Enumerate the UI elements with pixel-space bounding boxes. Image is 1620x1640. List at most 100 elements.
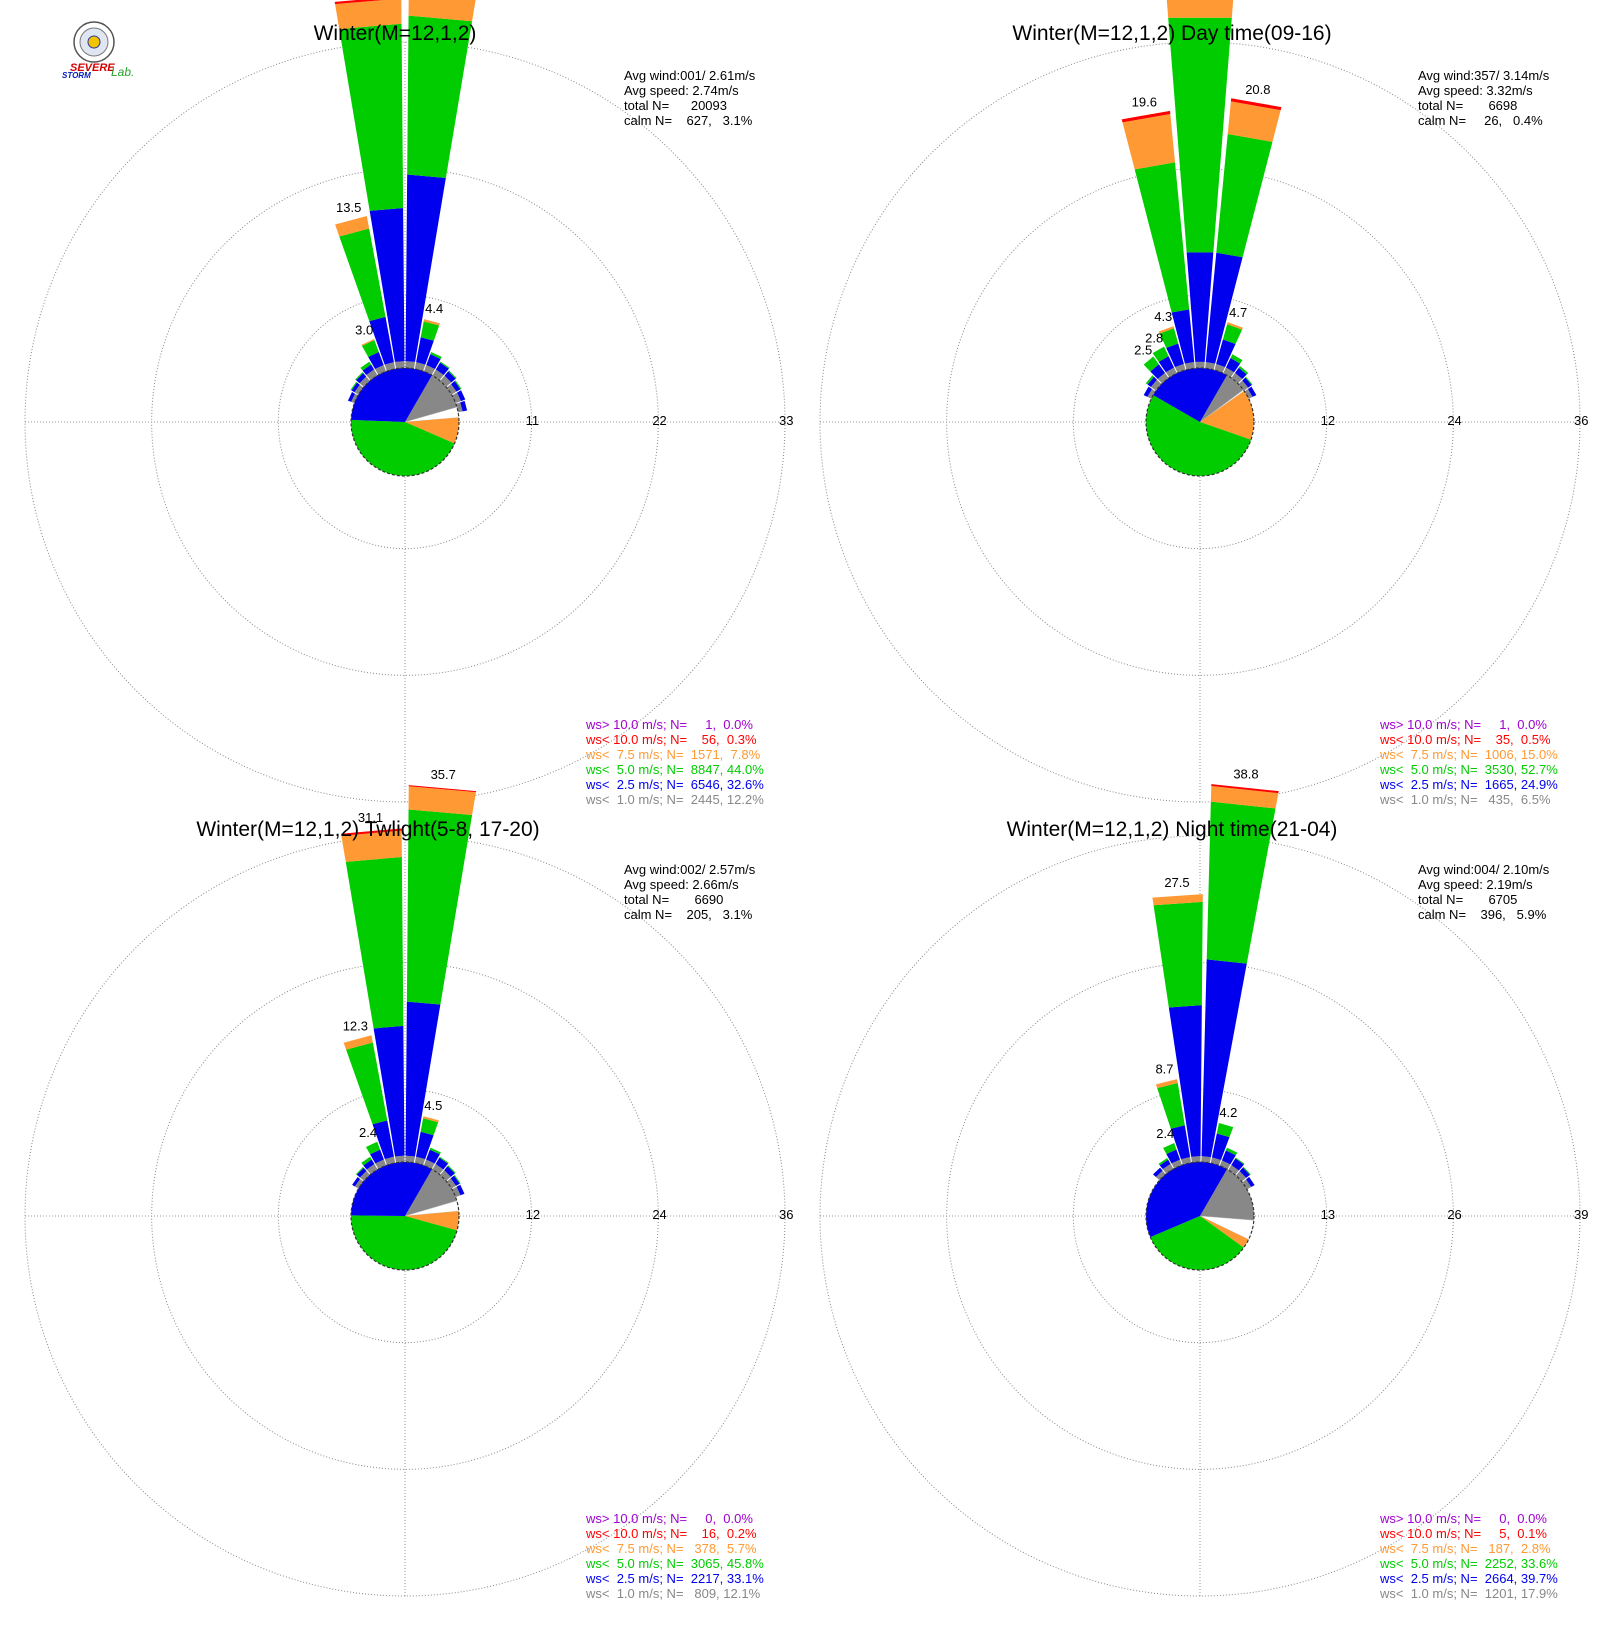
- petal-value-label: 4.3: [1154, 309, 1172, 324]
- petal: 38.8: [1201, 766, 1279, 1163]
- petal-segment-lt50: [345, 856, 404, 1029]
- pie-outline: [350, 367, 460, 477]
- legend-entry-lt10: ws< 10.0 m/s; N= 5, 0.1%: [1379, 1526, 1547, 1541]
- petal-segment-lt25: [426, 354, 441, 369]
- petal-segment-lt50: [1159, 328, 1179, 348]
- petal-segment-lt75: [423, 1116, 439, 1123]
- petal: [440, 370, 457, 387]
- petal: [451, 1184, 465, 1198]
- petal-segment-lt25: [1221, 1150, 1236, 1165]
- petal: 8.7: [1155, 1062, 1192, 1165]
- petal-value-label: 2.4: [359, 1125, 377, 1140]
- grid-ring: [819, 835, 1581, 1597]
- legend-entry-lt75: ws< 7.5 m/s; N= 378, 5.7%: [585, 1541, 757, 1556]
- petal-segment-lt75: [361, 339, 375, 346]
- petal-segment-lt25: [1225, 358, 1241, 373]
- petal-segment-lt50: [430, 352, 442, 359]
- petal-value-label: 13.5: [336, 200, 361, 215]
- petal-segment-lt75: [1210, 786, 1279, 809]
- petal-segment-lt25: [1186, 252, 1214, 362]
- legend-entry-lt50: ws< 5.0 m/s; N= 3065, 45.8%: [585, 1556, 764, 1571]
- petal-value-label: 27.5: [1164, 875, 1189, 890]
- petal-segment-lt25: [451, 381, 461, 392]
- petal-segment-lt10ms: [451, 392, 461, 404]
- petal-segment-lt50: [360, 361, 372, 371]
- petal-segment-lt25: [1235, 367, 1247, 379]
- petal-segment-lt50: [447, 1165, 456, 1174]
- petal-segment-lt50: [339, 23, 404, 211]
- petal-segment-lt25: [426, 1149, 440, 1164]
- petal: 2.5: [1134, 342, 1169, 384]
- pie-slice-lt50: [1150, 1216, 1244, 1270]
- petal-segment-lt50: [365, 1141, 381, 1155]
- stats-line: calm N= 627, 3.1%: [624, 113, 753, 128]
- petal-segment-lt50: [439, 1156, 449, 1164]
- petal-segment-lt75: [335, 0, 402, 30]
- logo-text-lab: Lab.: [111, 65, 134, 79]
- stats-line: Avg speed: 2.74m/s: [624, 83, 739, 98]
- stats-line: Avg wind:357/ 3.14m/s: [1418, 68, 1550, 83]
- petal: 31.8: [405, 0, 476, 369]
- petal-segment-lt10ms: [1157, 372, 1169, 384]
- petal-segment-lt25: [1205, 252, 1243, 364]
- petal: [1235, 1166, 1251, 1182]
- petal: 4.4: [414, 301, 443, 372]
- petal-segment-lt50: [453, 1174, 461, 1184]
- petal-segment-lt10ms: [446, 1178, 457, 1189]
- petal: [1231, 366, 1249, 384]
- petal-segment-lt25: [444, 1166, 455, 1177]
- petal: [1158, 1157, 1174, 1174]
- petal-segment-lt75: [423, 319, 440, 326]
- petal: 31.1: [341, 810, 405, 1163]
- petal-segment-lt25: [1170, 1125, 1191, 1160]
- legend-entry-lt75: ws< 7.5 m/s; N= 187, 2.8%: [1379, 1541, 1551, 1556]
- petal-segment-lt25: [1242, 377, 1252, 388]
- petal-segment-lt10ms: [440, 375, 452, 387]
- petal: 2.4: [1156, 1126, 1182, 1169]
- petal-segment-lt50: [407, 15, 473, 178]
- petal: [446, 1174, 461, 1189]
- petal-segment-lt50: [350, 381, 358, 391]
- petal-segment-lt75: [1227, 322, 1243, 330]
- pie-outline: [350, 1161, 460, 1271]
- petal-segment-lt10ms: [1150, 379, 1162, 391]
- stats-line: Avg speed: 2.66m/s: [624, 877, 739, 892]
- petal-segment-lt10ms: [1195, 361, 1205, 369]
- petal-segment-lt25: [415, 1131, 434, 1160]
- petal: [1228, 1157, 1245, 1175]
- petal-segment-lt25: [347, 392, 355, 402]
- petal-segment-lt25: [368, 352, 384, 369]
- petal-segment-lt50: [355, 372, 364, 381]
- petal-segment-lt25: [363, 1159, 375, 1170]
- petal-segment-lt25: [1246, 1176, 1255, 1188]
- ring-label: 33: [779, 413, 793, 428]
- petal: 19.6: [1121, 94, 1195, 370]
- petal-segment-lt10ms: [354, 384, 364, 395]
- petal-segment-lt50: [1163, 1143, 1177, 1154]
- legend-entry-lt10: ws< 10.0 m/s; N= 16, 0.2%: [585, 1526, 757, 1541]
- petal: [423, 1147, 441, 1170]
- petal-segment-lt25: [457, 390, 466, 402]
- petal-segment-lt10ms: [1223, 367, 1235, 378]
- ring-label: 26: [1447, 1207, 1461, 1222]
- panel-title: Winter(M=12,1,2) Day time(09-16): [1012, 22, 1331, 45]
- stats-line: calm N= 205, 3.1%: [624, 907, 753, 922]
- petal: [1143, 386, 1156, 399]
- petal-value-label: 8.7: [1155, 1062, 1173, 1077]
- petal-segment-lt25: [444, 371, 456, 383]
- petal-segment-lt25: [435, 1157, 449, 1170]
- petal-segment-lt25: [352, 1176, 361, 1187]
- petal-segment-lt50: [440, 361, 450, 369]
- petal: 4.5: [414, 1098, 442, 1166]
- petal-segment-lt50: [346, 1042, 388, 1125]
- petal-segment-lt50: [339, 228, 386, 322]
- legend-entry-lt75: ws< 7.5 m/s; N= 1006, 15.0%: [1379, 747, 1558, 762]
- legend-entry-lt10: ws< 10.0 m/s; N= 56, 0.3%: [585, 732, 757, 747]
- petal-segment-lt10: [341, 828, 402, 836]
- legend-entry-lt10ms: ws< 1.0 m/s; N= 809, 12.1%: [585, 1586, 761, 1601]
- petal-segment-lt75: [1158, 326, 1175, 334]
- petal: [1244, 386, 1257, 399]
- petal-segment-lt50: [406, 809, 473, 1005]
- petal-segment-lt10ms: [1244, 389, 1253, 399]
- petal-segment-lt25: [1168, 1005, 1202, 1157]
